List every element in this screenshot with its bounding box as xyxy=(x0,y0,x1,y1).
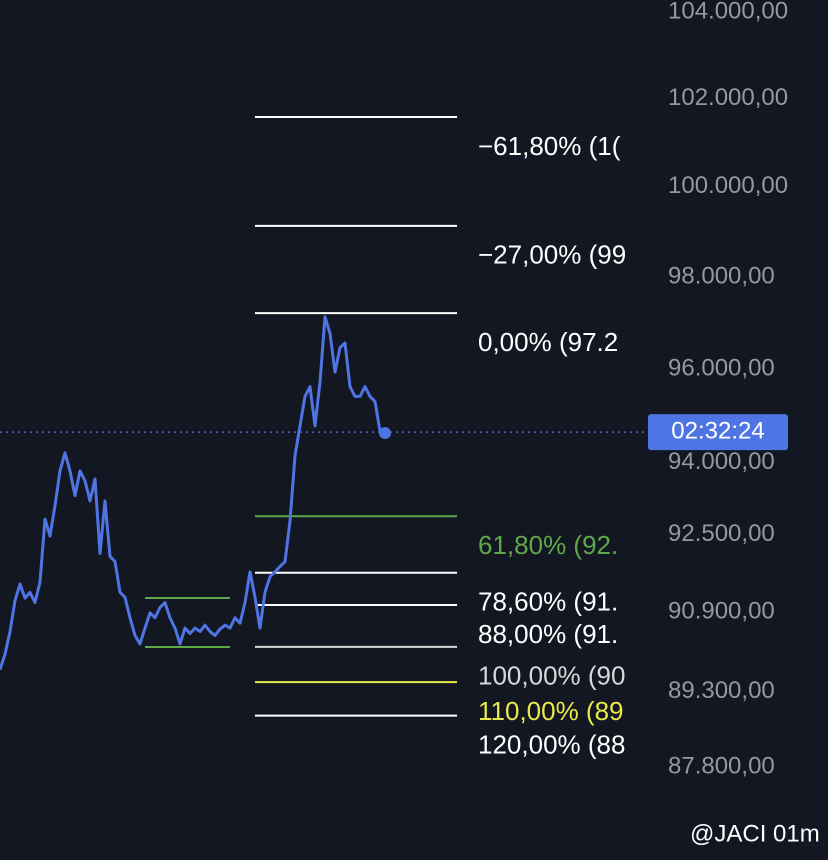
y-tick-label: 98.000,00 xyxy=(668,262,775,289)
y-tick-label: 100.000,00 xyxy=(668,172,788,199)
fib-label: 120,00% (88 xyxy=(478,729,625,759)
last-price-label: 02:32:24 xyxy=(671,417,764,444)
y-tick-label: 104.000,00 xyxy=(668,0,788,24)
y-tick-label: 90.900,00 xyxy=(668,598,775,625)
fib-label: 78,60% (91. xyxy=(478,587,618,617)
fib-label: 61,80% (92. xyxy=(478,530,618,560)
last-point xyxy=(379,427,391,440)
fib-label: 100,00% (90 xyxy=(478,661,625,691)
y-tick-label: 92.500,00 xyxy=(668,520,775,547)
price-line xyxy=(0,315,386,671)
fib-group: −61,80% (1( −27,00% (99 0,00% (97.2 61,80% … xyxy=(478,131,626,760)
y-tick-label: 94.000,00 xyxy=(668,448,775,475)
y-tick-label: 87.800,00 xyxy=(668,752,775,779)
last-price-box xyxy=(648,414,788,451)
fib-label: 88,00% (91. xyxy=(478,619,618,649)
fib-label: −61,80% (1( xyxy=(478,131,621,161)
fib-label: 110,00% (89 xyxy=(478,696,624,726)
fib-label: −27,00% (99 xyxy=(478,240,626,270)
y-tick-label: 96.000,00 xyxy=(668,354,775,381)
watermark: @JACI 01m xyxy=(690,820,820,847)
y-tick-label: 102.000,00 xyxy=(668,84,788,111)
fib-label: 0,00% (97.2 xyxy=(478,327,618,357)
y-tick-label: 89.300,00 xyxy=(668,677,775,704)
